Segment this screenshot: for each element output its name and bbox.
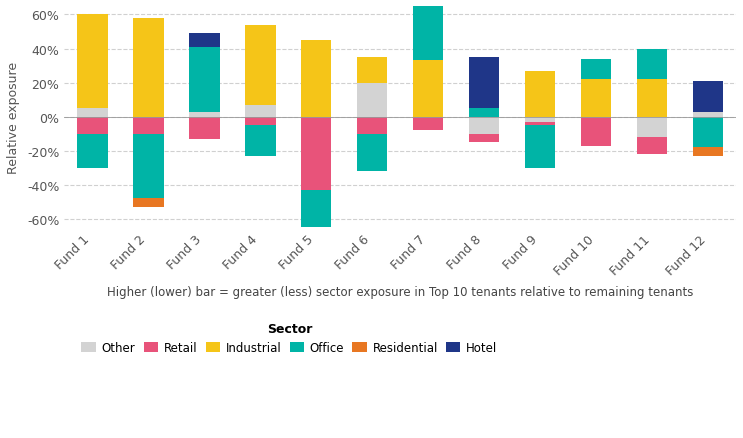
- Bar: [133, 199, 163, 208]
- Bar: [412, 117, 444, 131]
- Bar: [525, 123, 556, 126]
- Bar: [692, 112, 724, 117]
- Y-axis label: Relative exposure: Relative exposure: [7, 61, 20, 173]
- Bar: [357, 134, 388, 172]
- Bar: [244, 117, 276, 126]
- Bar: [581, 80, 611, 117]
- Bar: [412, 61, 444, 117]
- Bar: [469, 109, 499, 117]
- Bar: [189, 48, 219, 112]
- Bar: [189, 117, 219, 139]
- Bar: [77, 134, 108, 168]
- Bar: [469, 117, 499, 134]
- Bar: [469, 134, 499, 143]
- Bar: [581, 60, 611, 80]
- Bar: [133, 117, 163, 134]
- Bar: [525, 117, 556, 123]
- Bar: [637, 49, 667, 80]
- Bar: [525, 126, 556, 168]
- Bar: [77, 15, 108, 109]
- X-axis label: Higher (lower) bar = greater (less) sector exposure in Top 10 tenants relative t: Higher (lower) bar = greater (less) sect…: [107, 286, 693, 299]
- Bar: [581, 117, 611, 146]
- Bar: [525, 71, 556, 117]
- Bar: [357, 58, 388, 83]
- Bar: [133, 134, 163, 199]
- Bar: [357, 117, 388, 134]
- Bar: [77, 109, 108, 117]
- Bar: [244, 25, 276, 106]
- Bar: [189, 112, 219, 117]
- Bar: [244, 126, 276, 156]
- Bar: [637, 80, 667, 117]
- Bar: [77, 117, 108, 134]
- Bar: [189, 34, 219, 48]
- Bar: [412, 5, 444, 61]
- Bar: [692, 82, 724, 112]
- Bar: [357, 83, 388, 117]
- Legend: Other, Retail, Industrial, Office, Residential, Hotel: Other, Retail, Industrial, Office, Resid…: [77, 318, 502, 359]
- Bar: [301, 41, 331, 117]
- Bar: [469, 58, 499, 109]
- Bar: [692, 117, 724, 148]
- Bar: [637, 117, 667, 138]
- Bar: [301, 191, 331, 228]
- Bar: [637, 138, 667, 155]
- Bar: [692, 148, 724, 156]
- Bar: [244, 106, 276, 117]
- Bar: [133, 19, 163, 117]
- Bar: [301, 117, 331, 191]
